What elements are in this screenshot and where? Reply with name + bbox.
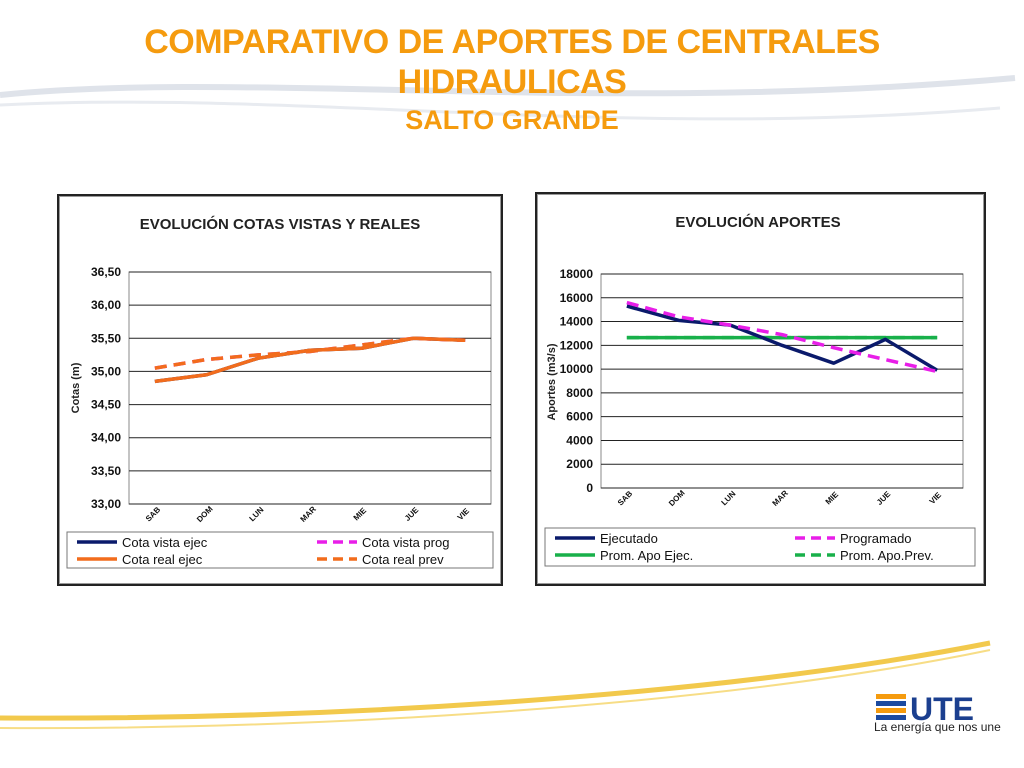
x-tick-label: LUN xyxy=(720,489,738,507)
legend-box xyxy=(66,531,494,569)
chart-panel-aportes: EVOLUCIÓN APORTES 0 2000 4000 6000 8000 10000 1… xyxy=(535,192,986,586)
y-tick-label: 36,00 xyxy=(91,298,121,312)
x-tick-label: JUE xyxy=(403,505,421,523)
x-tick-label: MAR xyxy=(299,504,318,523)
x-tick-label: DOM xyxy=(195,504,215,524)
y-tick-label: 18000 xyxy=(560,267,594,281)
legend-label: Programado xyxy=(840,531,912,546)
y-axis-label: Aportes (m3/s) xyxy=(546,343,558,420)
y-tick-label: 6000 xyxy=(566,410,593,424)
y-tick-label: 34,00 xyxy=(91,431,121,445)
x-tick-label: SAB xyxy=(616,489,634,507)
x-tick-label: MIE xyxy=(352,506,369,523)
page-subtitle: SALTO GRANDE xyxy=(405,105,619,135)
chart-title: EVOLUCIÓN COTAS VISTAS Y REALES xyxy=(140,215,421,233)
y-tick-label: 33,00 xyxy=(91,497,121,511)
legend-box xyxy=(544,527,976,567)
page-title-line-2: HIDRAULICAS xyxy=(397,63,627,101)
chart-title: EVOLUCIÓN APORTES xyxy=(675,213,840,231)
series-line-2 xyxy=(626,300,938,374)
x-tick-label: SAB xyxy=(144,505,162,523)
ute-logo-mark xyxy=(876,694,906,720)
x-tick-label: VIE xyxy=(928,490,944,506)
x-tick-label: DOM xyxy=(667,488,687,508)
ute-logo: UTE xyxy=(876,691,974,727)
plot-area xyxy=(128,271,492,505)
y-tick-label: 16000 xyxy=(560,291,594,305)
page-title-line-1: COMPARATIVO DE APORTES DE CENTRALES xyxy=(144,23,880,61)
legend-label: Prom. Apo Ejec. xyxy=(600,548,693,563)
y-tick-label: 34,50 xyxy=(91,398,121,412)
y-tick-label: 35,50 xyxy=(91,331,121,345)
series-line-1 xyxy=(626,304,939,372)
y-tick-label: 35,00 xyxy=(91,364,121,378)
x-tick-label: MIE xyxy=(824,490,841,507)
x-tick-label: JUE xyxy=(875,489,893,507)
legend-label: Cota real ejec xyxy=(122,552,203,567)
legend-label: Cota vista ejec xyxy=(122,535,208,550)
brand-tagline: La energía que nos une xyxy=(874,720,1001,734)
chart-panel-cotas: EVOLUCIÓN COTAS VISTAS Y REALES 33,00 33,5… xyxy=(57,194,503,586)
y-tick-label: 8000 xyxy=(566,386,593,400)
y-axis-label: Cotas (m) xyxy=(70,362,82,413)
plot-area xyxy=(600,273,964,489)
y-tick-label: 12000 xyxy=(560,338,594,352)
x-tick-label: VIE xyxy=(456,506,472,522)
y-tick-label: 14000 xyxy=(560,315,594,329)
ute-logo-text: UTE xyxy=(910,691,974,727)
x-tick-label: LUN xyxy=(248,505,266,523)
y-tick-label: 0 xyxy=(586,481,593,495)
y-tick-label: 4000 xyxy=(566,433,593,447)
legend-label: Cota vista prog xyxy=(362,535,449,550)
legend-label: Ejecutado xyxy=(600,531,658,546)
chart-cotas: EVOLUCIÓN COTAS VISTAS Y REALES 33,00 33,5… xyxy=(66,215,494,569)
y-tick-label: 33,50 xyxy=(91,464,121,478)
y-tick-label: 10000 xyxy=(560,362,594,376)
legend-label: Cota real prev xyxy=(362,552,444,567)
y-tick-label: 2000 xyxy=(566,457,593,471)
chart-aportes: EVOLUCIÓN APORTES 0 2000 4000 6000 8000 10000 1… xyxy=(544,213,976,567)
page-title-block: COMPARATIVO DE APORTES DE CENTRALES HIDR… xyxy=(0,22,1024,138)
series-line-4 xyxy=(154,336,466,370)
legend-label: Prom. Apo.Prev. xyxy=(840,548,934,563)
x-tick-label: MAR xyxy=(771,488,790,507)
y-tick-label: 36,50 xyxy=(91,265,121,279)
